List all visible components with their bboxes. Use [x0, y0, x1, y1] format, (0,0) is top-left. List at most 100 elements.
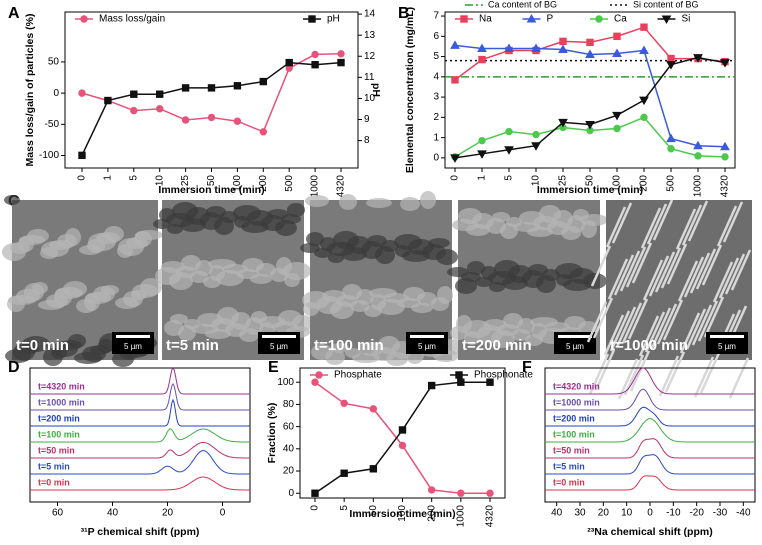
- marker: [156, 90, 164, 98]
- spectrum-trace: [545, 388, 755, 411]
- texture: [528, 264, 548, 276]
- texture: [531, 323, 547, 339]
- x-tick-label: 25: [558, 175, 569, 187]
- texture: [627, 298, 649, 340]
- x-axis-title: Immersion time (min): [349, 508, 455, 520]
- marker: [104, 96, 112, 105]
- texture: [609, 310, 631, 352]
- y2-tick-label: 14: [364, 9, 376, 20]
- marker: [460, 15, 468, 23]
- spectrum-label: t=100 min: [38, 429, 80, 439]
- marker: [369, 465, 378, 473]
- spectrum-trace: [30, 428, 250, 443]
- y2-tick-label: 10: [364, 93, 376, 104]
- texture: [206, 206, 226, 218]
- x-tick-label: 30: [574, 508, 586, 519]
- x-tick-label: 4320: [720, 175, 731, 198]
- x-tick-label: 1: [477, 175, 488, 181]
- spectrum-label: t=100 min: [553, 429, 595, 439]
- texture: [617, 358, 639, 400]
- x-tick-label: -40: [736, 508, 751, 519]
- texture: [662, 299, 684, 341]
- texture: [564, 316, 586, 330]
- marker: [311, 50, 319, 59]
- texture: [101, 285, 119, 295]
- scale-bar: [410, 335, 444, 338]
- texture: [322, 290, 346, 302]
- marker: [311, 378, 319, 386]
- y-axis-title: Mass loss/gain of particles (%): [24, 14, 36, 167]
- x-tick-label: 200: [258, 175, 269, 192]
- x-tick-label: 5: [504, 175, 515, 181]
- x-tick-label: 20: [162, 508, 174, 519]
- texture: [342, 284, 362, 300]
- y-tick-label: 80: [283, 399, 295, 410]
- marker: [457, 378, 465, 386]
- texture: [366, 198, 392, 208]
- marker: [156, 105, 164, 113]
- texture: [644, 311, 666, 353]
- texture: [590, 245, 612, 287]
- spectrum-trace: [30, 383, 250, 411]
- texture: [447, 267, 469, 277]
- plot-frame: [29, 367, 251, 503]
- spectrum-label: t=200 min: [553, 413, 595, 423]
- marker: [285, 58, 293, 67]
- legend-label: Si: [682, 14, 691, 25]
- y2-tick-label: 13: [364, 30, 376, 41]
- spectrum-label: t=50 min: [553, 445, 590, 455]
- y-tick-label: 60: [283, 421, 295, 432]
- texture: [691, 304, 713, 346]
- x-axis-title: ³¹P chemical shift (ppm): [81, 526, 200, 538]
- texture: [594, 349, 616, 391]
- texture: [592, 297, 614, 339]
- marker: [612, 111, 622, 121]
- legend-label: P: [547, 14, 554, 25]
- texture: [506, 217, 522, 227]
- marker: [207, 84, 216, 92]
- x-tick-label: 1000: [310, 175, 321, 198]
- marker: [613, 124, 621, 133]
- marker: [720, 59, 730, 68]
- x-tick-label: 50: [368, 505, 379, 517]
- scale-label: 5 µm: [418, 342, 436, 351]
- panel-letter: A: [8, 5, 20, 22]
- texture: [209, 265, 225, 281]
- spectrum-trace: [545, 406, 755, 427]
- texture: [217, 307, 239, 325]
- marker: [337, 50, 345, 58]
- panel-letter: D: [8, 359, 20, 376]
- y-axis-title: Elemental concentration (mg/mL): [404, 7, 416, 173]
- texture: [345, 348, 361, 358]
- x-tick-label: 50: [585, 175, 596, 187]
- y2-tick-label: 11: [364, 72, 375, 83]
- texture: [306, 232, 324, 246]
- y-tick-label: 5: [433, 51, 439, 62]
- texture: [693, 356, 715, 398]
- texture: [467, 261, 485, 275]
- marker: [478, 55, 486, 64]
- marker: [585, 120, 595, 130]
- spectrum-label: t=0 min: [553, 477, 585, 487]
- texture: [629, 350, 651, 392]
- texture: [631, 242, 653, 284]
- legend-label: Ca: [614, 14, 627, 25]
- y-tick-label: 0: [53, 88, 59, 99]
- texture: [22, 336, 50, 352]
- x-tick-label: -30: [713, 508, 728, 519]
- marker: [720, 141, 730, 151]
- marker: [398, 441, 407, 450]
- texture: [181, 255, 201, 271]
- image-label: t=1000 min: [610, 337, 688, 354]
- x-tick-label: 100: [232, 175, 243, 192]
- x-tick-label: 0: [647, 508, 653, 519]
- texture: [311, 344, 333, 360]
- texture: [305, 195, 329, 207]
- x-tick-label: 50: [206, 175, 217, 187]
- x-tick-label: 0: [77, 175, 88, 181]
- texture: [712, 261, 734, 303]
- texture: [530, 317, 558, 327]
- y2-tick-label: 8: [364, 135, 370, 146]
- texture: [331, 343, 349, 353]
